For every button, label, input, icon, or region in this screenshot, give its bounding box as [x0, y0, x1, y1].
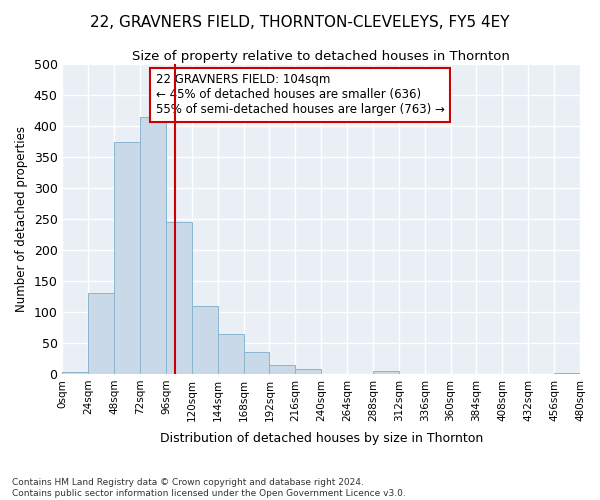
Bar — [244, 352, 269, 374]
Title: Size of property relative to detached houses in Thornton: Size of property relative to detached ho… — [132, 50, 510, 63]
Bar — [269, 364, 295, 374]
Text: 22 GRAVNERS FIELD: 104sqm
← 45% of detached houses are smaller (636)
55% of semi: 22 GRAVNERS FIELD: 104sqm ← 45% of detac… — [155, 74, 445, 116]
Bar — [554, 372, 580, 374]
Bar — [62, 372, 88, 374]
Bar — [192, 306, 218, 374]
Text: Contains HM Land Registry data © Crown copyright and database right 2024.
Contai: Contains HM Land Registry data © Crown c… — [12, 478, 406, 498]
Y-axis label: Number of detached properties: Number of detached properties — [15, 126, 28, 312]
Bar — [140, 117, 166, 374]
Bar — [88, 294, 114, 374]
Bar — [295, 369, 321, 374]
Bar — [218, 334, 244, 374]
Bar — [373, 371, 399, 374]
X-axis label: Distribution of detached houses by size in Thornton: Distribution of detached houses by size … — [160, 432, 483, 445]
Bar — [166, 222, 192, 374]
Text: 22, GRAVNERS FIELD, THORNTON-CLEVELEYS, FY5 4EY: 22, GRAVNERS FIELD, THORNTON-CLEVELEYS, … — [90, 15, 510, 30]
Bar — [114, 142, 140, 374]
